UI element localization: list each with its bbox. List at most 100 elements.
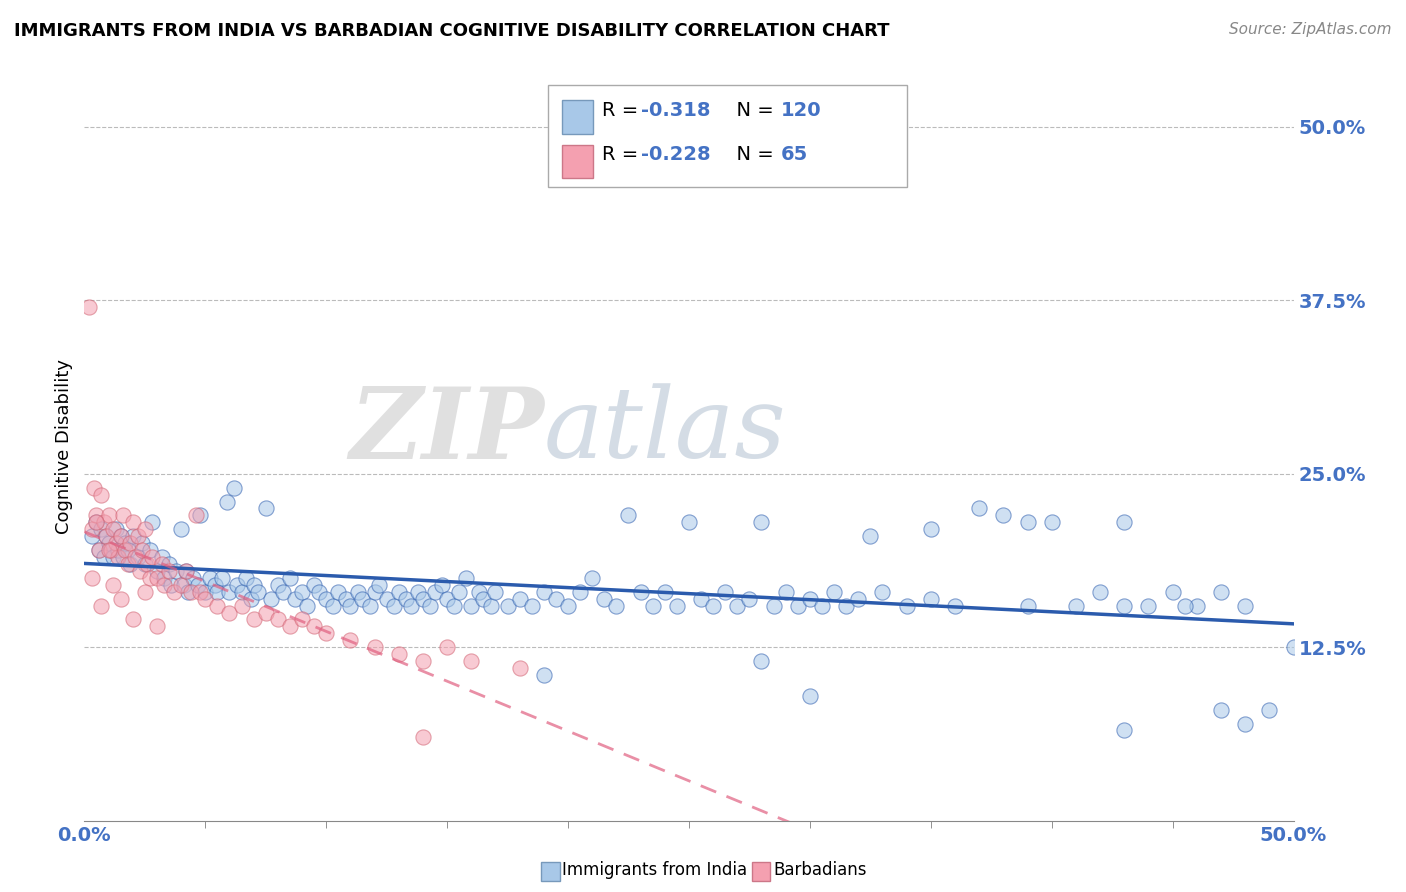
Point (520, 599, 543, 613)
Text: R =: R = (602, 101, 644, 120)
Text: R =: R = (602, 145, 644, 164)
Point (112, 549, 135, 564)
Point (94, 529, 117, 543)
Y-axis label: Cognitive Disability: Cognitive Disability (55, 359, 73, 533)
Point (87, 543, 110, 558)
Point (134, 584, 156, 599)
Text: N =: N = (724, 101, 780, 120)
Point (153, 571, 176, 585)
Point (920, 522, 942, 536)
Point (617, 508, 640, 523)
Point (315, 626, 337, 640)
Point (218, 584, 240, 599)
Text: Barbadians: Barbadians (773, 861, 868, 879)
Point (406, 584, 429, 599)
Point (302, 619, 325, 633)
Point (352, 591, 374, 606)
Point (242, 578, 264, 592)
Point (204, 578, 226, 592)
Point (235, 571, 257, 585)
Point (943, 599, 966, 613)
Point (533, 668, 555, 682)
Point (112, 508, 135, 523)
Point (190, 508, 212, 523)
Point (846, 591, 869, 606)
Point (1088, 584, 1111, 599)
Point (967, 501, 990, 516)
Point (124, 549, 146, 564)
Point (267, 612, 290, 626)
Point (811, 599, 834, 613)
Point (231, 584, 253, 599)
Point (335, 591, 357, 606)
Point (146, 564, 169, 578)
Point (1174, 599, 1197, 613)
Point (630, 584, 652, 599)
Point (1185, 599, 1208, 613)
Point (544, 591, 567, 606)
Point (484, 584, 506, 599)
Point (80, 571, 103, 585)
Point (368, 578, 391, 592)
Point (762, 599, 785, 613)
Point (302, 578, 325, 592)
Point (920, 591, 942, 606)
Point (432, 578, 454, 592)
Point (138, 543, 160, 558)
Point (207, 584, 229, 599)
Point (207, 599, 229, 613)
Point (138, 571, 160, 585)
Point (94, 529, 117, 543)
Point (460, 599, 482, 613)
Point (308, 584, 330, 599)
Point (449, 584, 471, 599)
Point (177, 584, 200, 599)
Point (339, 599, 361, 613)
Point (799, 689, 821, 703)
Point (1234, 716, 1257, 731)
Point (90, 487, 112, 501)
Point (174, 564, 197, 578)
Point (388, 647, 411, 661)
Point (1017, 516, 1039, 530)
Point (291, 584, 314, 599)
Text: -0.228: -0.228 (641, 145, 711, 164)
Point (278, 619, 301, 633)
Point (388, 584, 411, 599)
Point (198, 571, 221, 585)
Point (1161, 584, 1184, 599)
Point (170, 578, 193, 592)
Point (93, 516, 115, 530)
Point (97, 536, 120, 550)
Point (295, 599, 318, 613)
Point (284, 591, 307, 606)
Point (86, 516, 108, 530)
Point (242, 612, 264, 626)
Point (641, 599, 664, 613)
Point (107, 543, 129, 558)
Point (496, 599, 519, 613)
Point (456, 571, 478, 585)
Text: Immigrants from India: Immigrants from India (562, 861, 748, 879)
Text: atlas: atlas (544, 384, 786, 479)
Text: IMMIGRANTS FROM INDIA VS BARBADIAN COGNITIVE DISABILITY CORRELATION CHART: IMMIGRANTS FROM INDIA VS BARBADIAN COGNI… (14, 22, 890, 40)
Point (146, 619, 169, 633)
Point (1114, 723, 1136, 738)
Point (346, 584, 368, 599)
Point (1040, 516, 1063, 530)
Point (363, 584, 385, 599)
Point (714, 584, 737, 599)
Text: Source: ZipAtlas.com: Source: ZipAtlas.com (1229, 22, 1392, 37)
Point (569, 584, 592, 599)
Point (423, 584, 446, 599)
Point (180, 584, 202, 599)
Point (467, 584, 489, 599)
Text: N =: N = (724, 145, 780, 164)
Point (100, 543, 122, 558)
Point (382, 599, 405, 613)
Point (593, 591, 616, 606)
Point (775, 584, 797, 599)
Point (127, 549, 149, 564)
Point (110, 591, 132, 606)
Point (173, 578, 195, 592)
